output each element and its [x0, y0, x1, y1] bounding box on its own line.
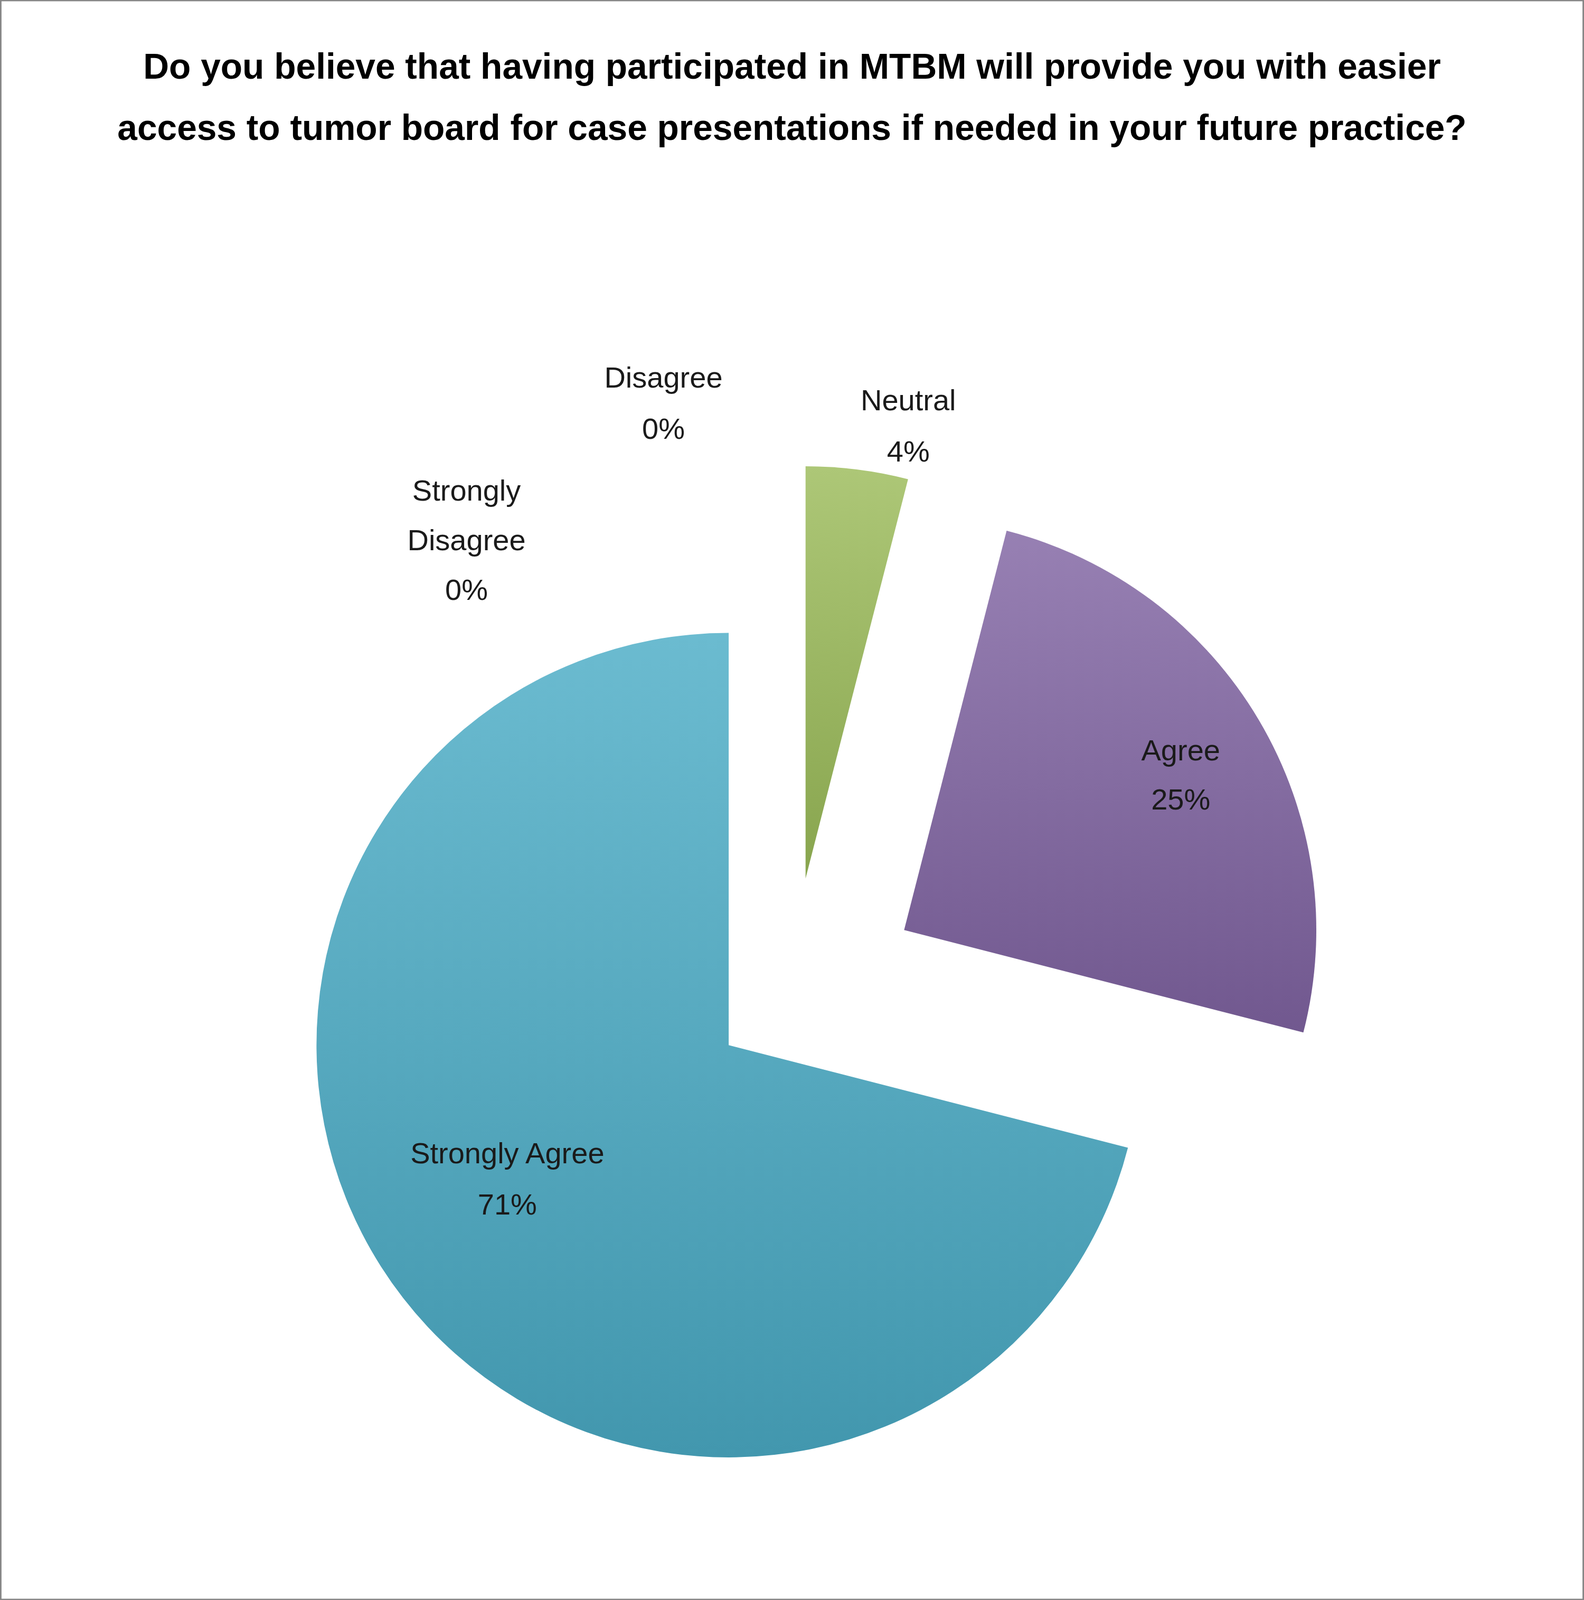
category-label: Neutral	[860, 383, 957, 417]
pie	[316, 466, 1317, 1458]
value-label: 4%	[887, 434, 930, 468]
value-label: 25%	[1151, 782, 1211, 816]
title: Do you believe that having participated …	[117, 46, 1467, 148]
title-line: Do you believe that having participated …	[143, 46, 1441, 87]
value-label: 0%	[642, 411, 685, 446]
data-labels: Strongly Disagree 0% Disagree 0% Neutral 4% Agr…	[407, 360, 1221, 1221]
chart: Do you believe that having participated …	[0, 0, 1584, 1600]
label-line: Strongly	[412, 473, 522, 507]
pie-slice	[903, 530, 1317, 1033]
frame	[0, 0, 1583, 1600]
title-line: access to tumor board for case presentat…	[117, 107, 1467, 148]
pie-slice	[805, 466, 909, 879]
category-label: Disagree	[604, 360, 723, 394]
value-label: 0%	[445, 572, 488, 607]
label-line: Disagree	[407, 523, 526, 557]
category-label: Agree	[1141, 733, 1221, 767]
category-label: Strongly Agree	[410, 1136, 605, 1170]
pie-slice	[316, 633, 1128, 1458]
value-label: 71%	[477, 1187, 537, 1221]
category-label: Strongly Disagree	[407, 473, 526, 557]
